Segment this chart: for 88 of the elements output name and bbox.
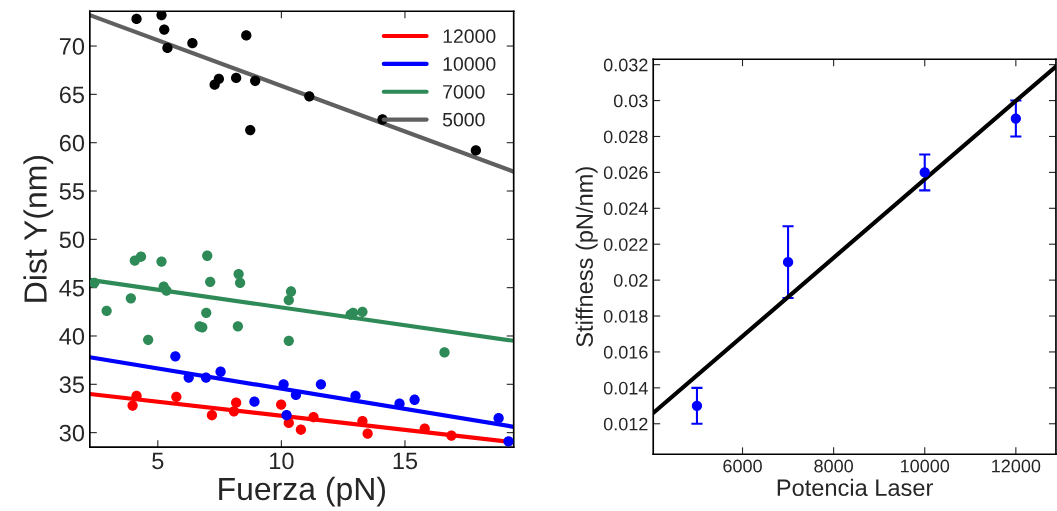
- x-tick-label: 8000: [814, 459, 854, 473]
- point: [241, 30, 252, 41]
- point: [919, 167, 930, 178]
- point: [231, 397, 242, 408]
- point: [275, 399, 287, 410]
- y-tick-label: 70: [59, 38, 85, 55]
- point: [232, 321, 244, 332]
- y-tick-label: 0.032: [603, 58, 648, 72]
- point: [493, 412, 504, 424]
- point: [213, 73, 225, 85]
- point: [159, 24, 170, 35]
- point: [249, 396, 260, 407]
- point: [200, 372, 212, 383]
- y-tick-label: 0.026: [603, 166, 648, 180]
- point: [234, 277, 246, 288]
- legend-label: 12000: [443, 29, 496, 44]
- y-tick-label: 0.022: [603, 238, 648, 251]
- point: [143, 334, 154, 345]
- point: [170, 351, 181, 362]
- y-tick-label: 0.028: [603, 130, 648, 144]
- point: [503, 436, 514, 447]
- legend-label: 7000: [443, 84, 485, 99]
- x-tick-label: 10000: [901, 459, 950, 473]
- point: [295, 424, 307, 435]
- x-axis-title: Potencia Laser: [777, 478, 933, 497]
- y-tick-label: 0.02: [613, 274, 648, 287]
- point: [283, 295, 294, 306]
- point: [233, 268, 244, 280]
- point: [101, 305, 112, 316]
- y-tick-label: 0.016: [603, 345, 648, 359]
- y-axis-title: Dist Y(nm): [23, 156, 54, 302]
- point: [446, 430, 457, 441]
- point: [187, 37, 198, 49]
- point: [156, 256, 167, 267]
- point: [304, 91, 315, 102]
- legend-label: 10000: [443, 57, 496, 71]
- point: [281, 410, 292, 421]
- point: [228, 406, 240, 417]
- x-tick-label: 6000: [723, 459, 762, 473]
- point: [161, 285, 172, 296]
- y-tick-label: 45: [59, 279, 84, 297]
- point: [206, 410, 218, 421]
- point: [245, 124, 256, 136]
- point: [202, 250, 213, 261]
- y-tick-label: 0.014: [603, 381, 648, 395]
- x-axis-title: Fuerza (pN): [219, 476, 385, 507]
- y-tick-label: 65: [59, 86, 84, 104]
- y-tick-label: 35: [59, 376, 84, 394]
- y-tick-label: 0.024: [603, 202, 648, 216]
- point: [231, 72, 242, 84]
- y-tick-label: 0.012: [603, 417, 648, 431]
- point: [308, 412, 319, 423]
- point: [1010, 113, 1021, 124]
- point: [171, 391, 182, 403]
- point: [162, 42, 173, 54]
- point: [89, 277, 100, 288]
- point: [215, 366, 226, 377]
- point: [315, 379, 327, 390]
- point: [782, 257, 794, 268]
- point: [691, 400, 703, 411]
- point: [285, 286, 297, 297]
- y-tick-label: 55: [59, 183, 84, 200]
- point: [362, 428, 373, 439]
- y-tick-label: 0.03: [613, 94, 648, 108]
- point: [156, 11, 167, 21]
- y-tick-label: 60: [59, 134, 85, 152]
- point: [439, 347, 450, 358]
- y-tick-label: 30: [59, 424, 85, 442]
- point: [131, 13, 142, 25]
- point: [283, 335, 294, 346]
- y-axis-title: Stiffness (pN/nm): [575, 167, 598, 347]
- point: [470, 145, 482, 156]
- y-tick-label: 40: [59, 328, 85, 345]
- point: [201, 307, 212, 318]
- legend-label: 5000: [442, 112, 485, 127]
- point: [357, 306, 368, 317]
- point: [205, 276, 216, 288]
- x-tick-label: 5: [152, 452, 164, 470]
- y-tick-label: 0.018: [603, 309, 648, 323]
- x-tick-label: 15: [393, 452, 418, 470]
- y-tick-label: 50: [59, 231, 85, 249]
- x-tick-label: 10: [270, 452, 294, 470]
- point: [250, 75, 261, 86]
- point: [125, 293, 137, 304]
- point: [127, 400, 138, 411]
- point: [409, 394, 420, 405]
- point: [135, 251, 147, 262]
- x-tick-label: 12000: [992, 459, 1041, 473]
